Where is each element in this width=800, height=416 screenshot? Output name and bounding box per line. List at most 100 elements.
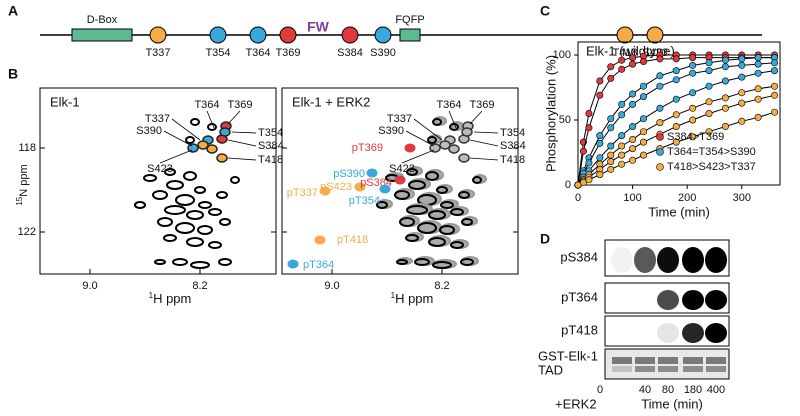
data-point (596, 171, 604, 179)
data-point (629, 136, 637, 144)
spectrum-peak (164, 168, 176, 176)
data-point (629, 156, 637, 164)
spectrum-peak (219, 218, 231, 226)
site-label: T354 (205, 47, 230, 59)
spectrum-peak (190, 261, 210, 269)
x-axis-label: Time (min) (648, 204, 710, 219)
spectrum-title: Elk-1 + ERK2 (292, 94, 370, 109)
loading-band (683, 357, 703, 364)
site-label: T337 (145, 47, 170, 59)
blot-band (657, 290, 679, 310)
data-point (771, 82, 779, 90)
site-marker (209, 26, 227, 44)
data-point (618, 111, 626, 119)
data-point (689, 133, 697, 141)
x-tick-label: 8.2 (434, 280, 449, 292)
spectrum-peak (185, 136, 195, 144)
spectrum-peak (432, 118, 442, 126)
peak-label: S423 (147, 163, 173, 175)
x-tick-label: 200 (678, 192, 696, 204)
data-point (738, 89, 746, 97)
y-tick-label: 0 (565, 179, 571, 191)
site-marker (374, 26, 392, 44)
data-point (689, 61, 697, 69)
assigned-peak (206, 144, 218, 154)
spectrum-peak (450, 241, 464, 249)
data-point (607, 165, 615, 173)
blot-band (705, 290, 727, 310)
peak-label: T418 (258, 154, 283, 166)
leader-line (206, 110, 215, 129)
phospho-peak (366, 168, 378, 178)
data-point (705, 110, 713, 118)
spectrum-title: Elk-1 (50, 94, 80, 109)
phospho-peak-label: pT364 (303, 259, 334, 271)
y-label-text: N ppm (18, 164, 30, 196)
legend-label: T364=T354>S390 (667, 146, 756, 158)
panel-label: A (8, 3, 18, 19)
data-point (629, 90, 637, 98)
spectrum-peak (183, 171, 197, 181)
data-point (771, 67, 779, 75)
spectrum-peak (432, 261, 452, 269)
data-point (618, 160, 626, 168)
spectrum-peak (157, 217, 173, 227)
fw-label: FW (307, 19, 330, 35)
data-point (656, 104, 664, 112)
blot-label: pT418 (561, 322, 598, 337)
site-label: T369 (275, 47, 300, 59)
data-point (640, 82, 648, 90)
data-point (754, 95, 762, 103)
peak-label: S423 (389, 163, 415, 175)
spectrum-peak (440, 201, 454, 209)
panel-label: C (540, 3, 550, 19)
data-point (689, 69, 697, 77)
phospho-peak-label: pT369 (352, 142, 383, 154)
data-point (738, 73, 746, 81)
site-label: S390 (370, 47, 396, 59)
y-axis-label: 15N ppm (15, 164, 30, 205)
leader-line (469, 157, 499, 161)
spectrum-peak (143, 174, 157, 182)
spectrum-peak (208, 208, 222, 216)
phospho-peak-label: pT354 (349, 195, 380, 207)
x-label-sup: 1 (149, 291, 154, 300)
loading-band (612, 366, 632, 372)
data-point (607, 124, 615, 132)
phospho-peak (379, 184, 391, 194)
x-tick-label: 8.2 (192, 280, 207, 292)
leader-line (405, 130, 435, 147)
data-point (656, 119, 664, 127)
spectrum-frame (39, 87, 277, 275)
leader-line (448, 110, 457, 129)
y-tick-label: 50 (559, 114, 571, 126)
data-point (656, 55, 664, 63)
lane-label: 0 (597, 384, 603, 396)
data-point (618, 65, 626, 73)
dbox-motif (71, 28, 133, 42)
data-point (689, 116, 697, 124)
data-point (672, 55, 680, 63)
site-label: T364 (245, 47, 270, 59)
erk2-label: +ERK2 (555, 396, 597, 411)
spectrum-peak (405, 234, 419, 242)
assigned-peak (429, 143, 441, 153)
spectrum-peak (197, 225, 213, 235)
data-point (754, 69, 762, 77)
data-point (721, 77, 729, 85)
leader-line (469, 110, 483, 125)
peak-label: T418 (500, 154, 525, 166)
loading-label: GST-Elk-1 (538, 348, 598, 363)
data-point (771, 59, 779, 67)
loading-band (706, 366, 726, 372)
data-point (618, 100, 626, 108)
phospho-peak (319, 186, 331, 196)
data-point (629, 123, 637, 131)
curve-line (577, 62, 775, 186)
spectrum-peak (164, 205, 186, 215)
blot-label: pT364 (561, 289, 598, 304)
x-tick-label: 9.0 (324, 280, 339, 292)
data-point (607, 142, 615, 150)
spectrum-peak (425, 171, 439, 181)
